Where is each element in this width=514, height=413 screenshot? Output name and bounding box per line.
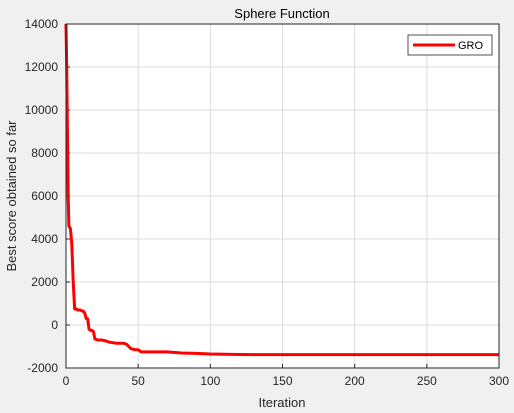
chart-title: Sphere Function	[234, 6, 329, 21]
legend-label-gro: GRO	[458, 40, 484, 52]
x-tick-label: 200	[345, 374, 365, 388]
y-tick-label: 8000	[31, 146, 58, 160]
y-tick-label: -2000	[27, 361, 58, 375]
x-tick-label: 250	[417, 374, 437, 388]
y-axis-label: Best score obtained so far	[4, 120, 19, 272]
x-axis-label: Iteration	[259, 395, 306, 410]
y-tick-label: 4000	[31, 232, 58, 246]
y-tick-label: 6000	[31, 189, 58, 203]
x-tick-label: 50	[131, 374, 145, 388]
x-tick-label: 150	[272, 374, 292, 388]
y-tick-label: 0	[51, 318, 58, 332]
x-tick-label: 0	[63, 374, 70, 388]
legend: GRO	[408, 35, 492, 55]
x-tick-label: 300	[489, 374, 509, 388]
y-tick-label: 12000	[25, 60, 59, 74]
y-tick-label: 10000	[25, 103, 59, 117]
y-tick-label: 2000	[31, 275, 58, 289]
y-tick-label: 14000	[25, 17, 59, 31]
x-tick-label: 100	[200, 374, 220, 388]
